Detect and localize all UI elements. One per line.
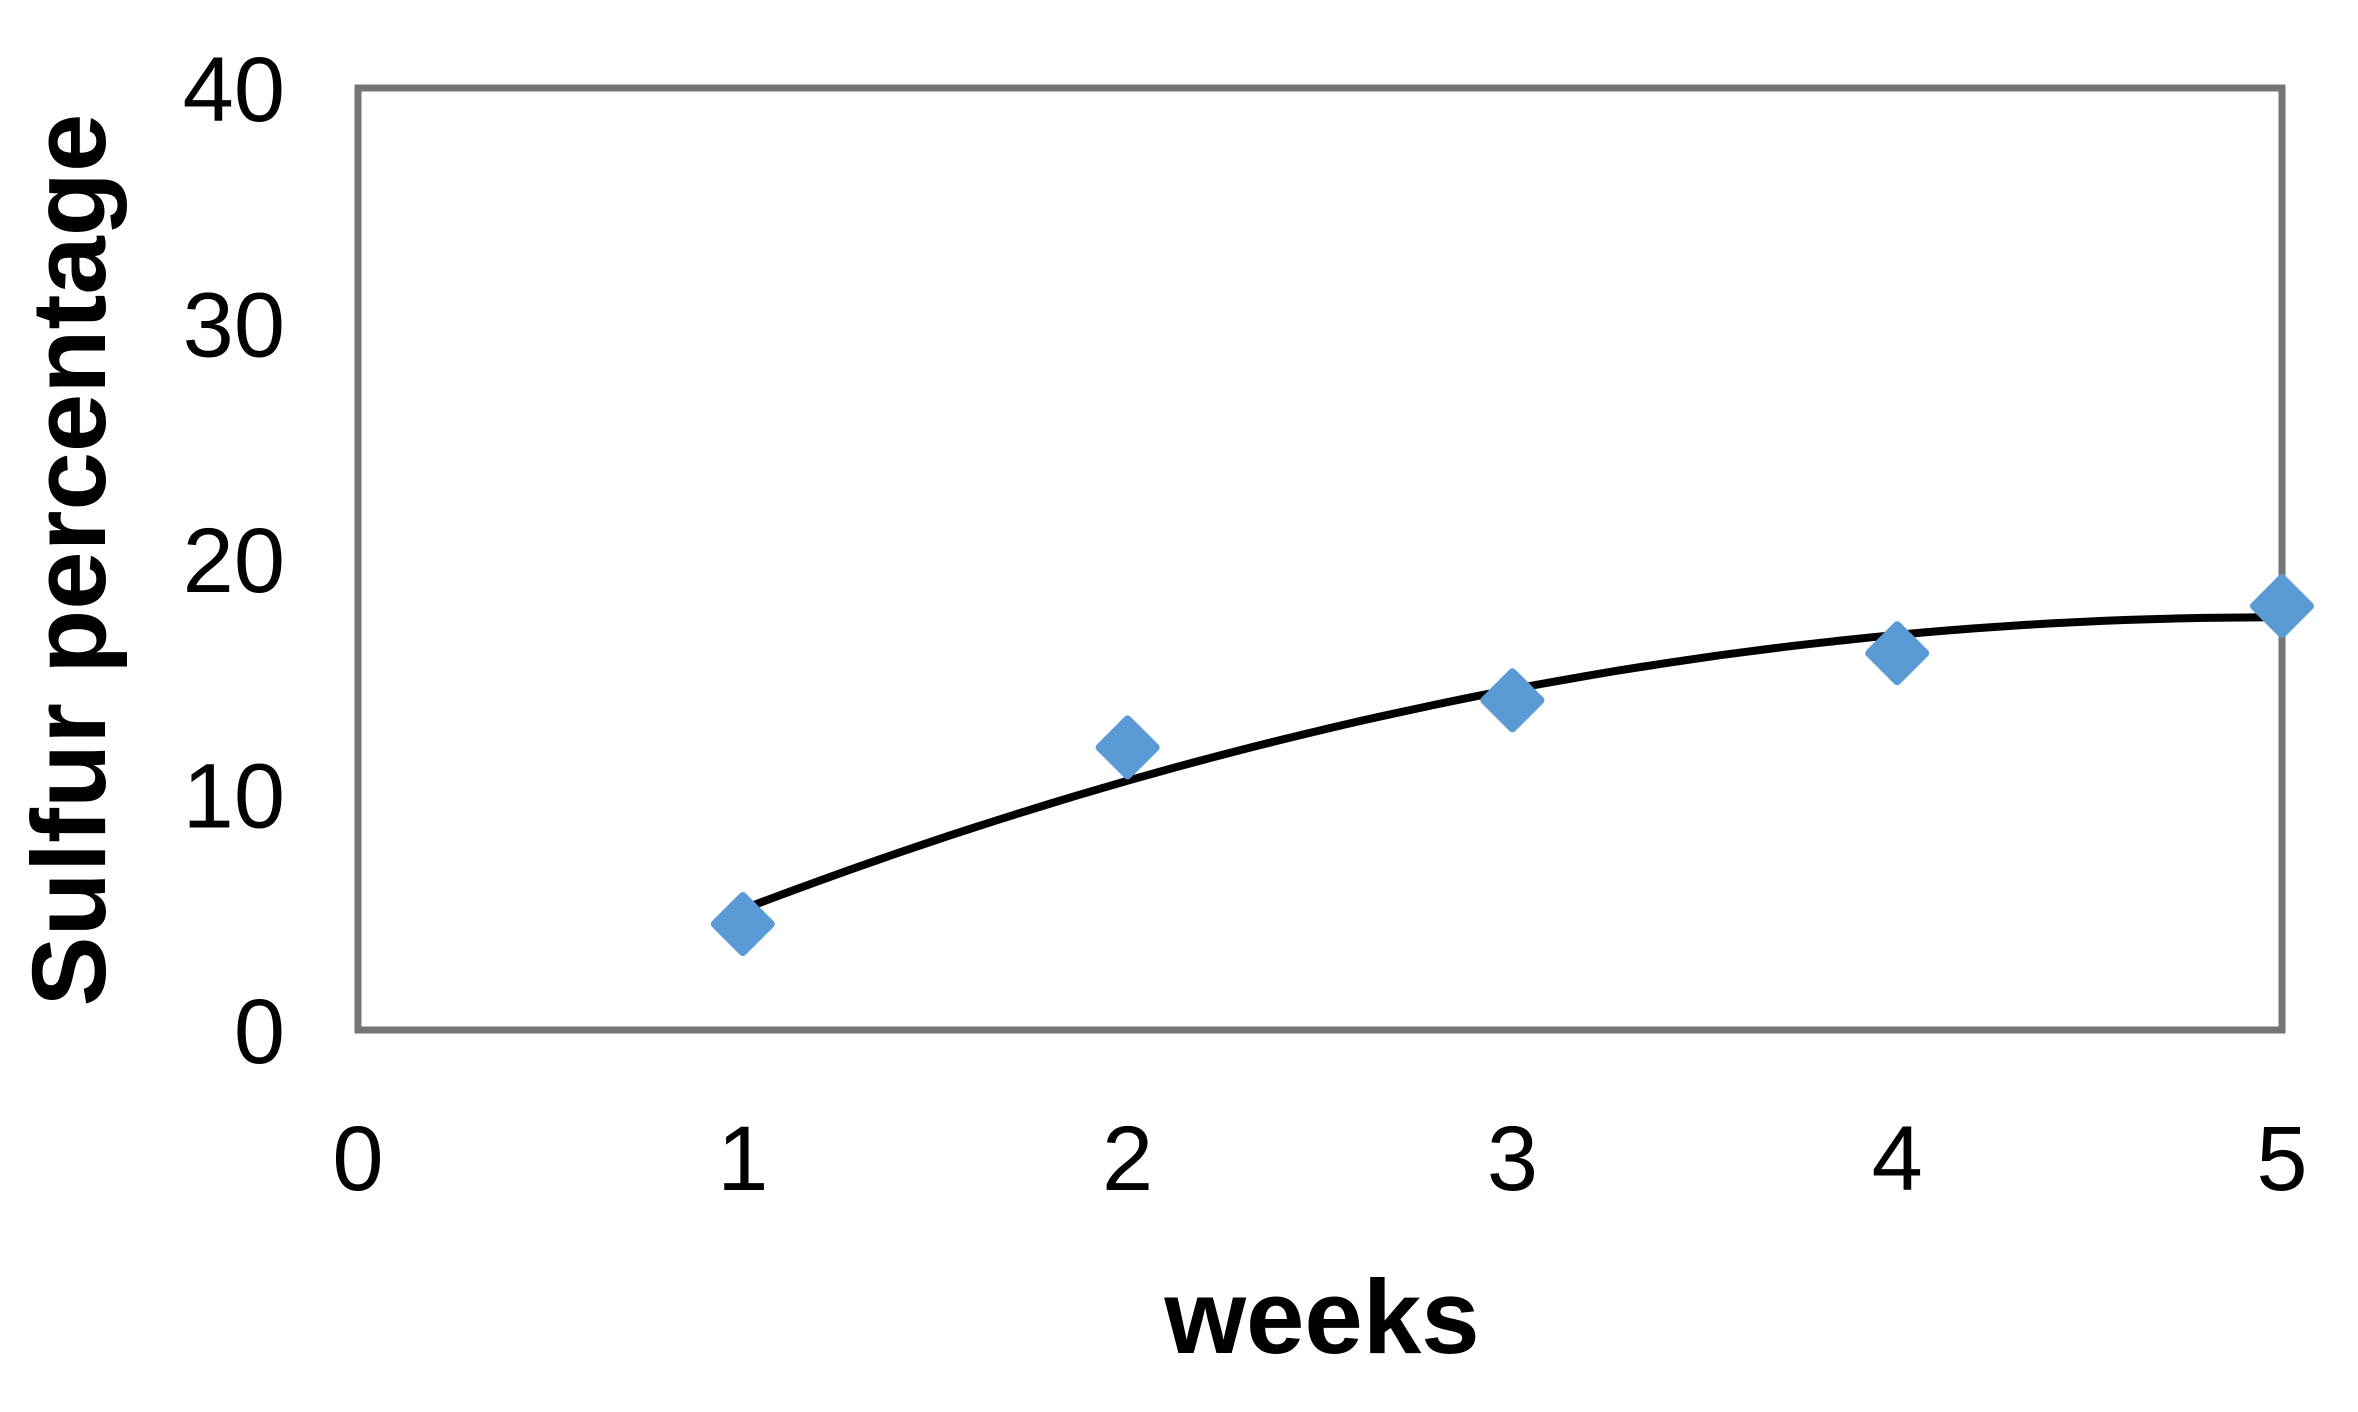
x-tick-label: 4 <box>1872 1108 1923 1210</box>
y-axis-tick-labels: 0 10 20 30 40 <box>183 39 285 1083</box>
x-tick-label: 1 <box>717 1108 768 1210</box>
y-tick-label: 30 <box>183 275 285 377</box>
x-tick-label: 3 <box>1487 1108 1538 1210</box>
x-tick-label: 0 <box>332 1108 383 1210</box>
data-point-marker <box>1095 715 1160 780</box>
x-axis-title: weeks <box>1163 1259 1479 1376</box>
data-point-marker <box>1865 621 1930 686</box>
x-tick-label: 5 <box>2256 1108 2307 1210</box>
y-tick-label: 0 <box>234 981 285 1083</box>
y-tick-label: 20 <box>183 510 285 612</box>
x-tick-label: 2 <box>1102 1108 1153 1210</box>
plot-area-frame <box>354 84 2286 1034</box>
data-point-marker <box>2250 574 2314 639</box>
y-tick-label: 10 <box>183 746 285 848</box>
data-point-markers <box>710 574 2314 957</box>
y-tick-label: 40 <box>183 39 285 141</box>
x-axis-tick-labels: 0 1 2 3 4 5 <box>332 1108 2307 1210</box>
data-point-marker <box>1480 668 1545 733</box>
data-point-marker <box>710 892 775 957</box>
y-axis-title: Sulfur percentage <box>11 114 128 1007</box>
